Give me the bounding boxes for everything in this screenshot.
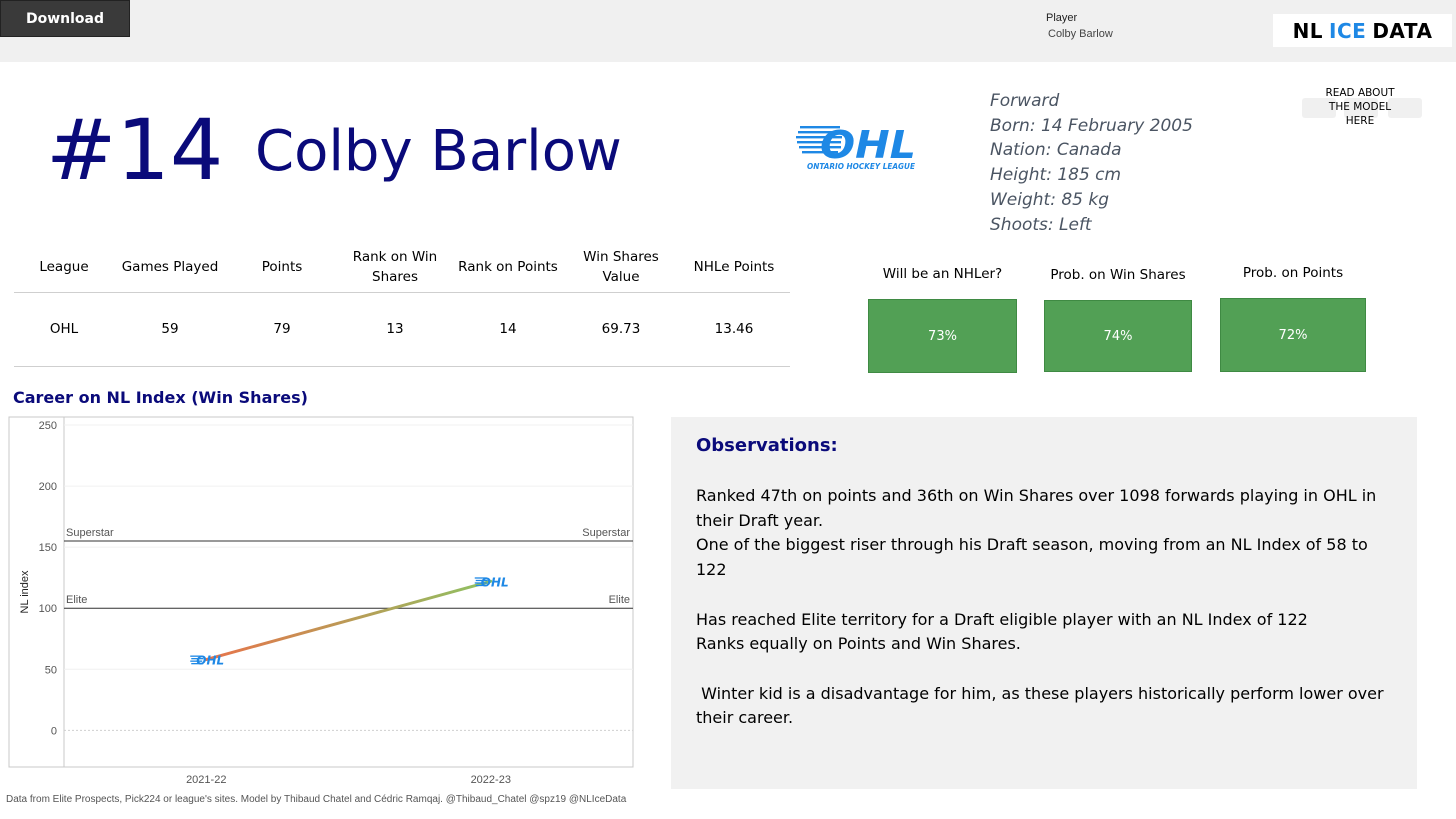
bio-born: Born: 14 February 2005 — [990, 115, 1193, 136]
ohl-logo-caption: ONTARIO HOCKEY LEAGUE — [807, 162, 916, 171]
download-button[interactable]: Download — [0, 0, 130, 37]
cell-nhle-points: 13.46 — [678, 292, 790, 367]
read-model-link[interactable]: READ ABOUT THE MODEL HERE — [1296, 66, 1424, 144]
observation-text: Winter kid is a disadvantage for him, as… — [696, 683, 1389, 728]
y-tick-label: 100 — [39, 603, 57, 615]
ghost-tab — [1302, 98, 1336, 118]
footer-credits: Data from Elite Prospects, Pick224 or le… — [6, 794, 627, 805]
reference-label: Superstar — [66, 527, 114, 539]
brand-logo: NL ICE DATA — [1273, 14, 1452, 47]
bio-height: Height: 185 cm — [990, 165, 1122, 186]
player-filter-dropdown[interactable]: Colby Barlow — [1048, 28, 1113, 40]
player-name: Colby Barlow — [255, 119, 622, 184]
prob-label-points: Prob. on Points — [1242, 265, 1344, 281]
brand-right: DATA — [1372, 18, 1433, 43]
y-tick-label: 50 — [45, 664, 57, 676]
marker-stripe — [190, 655, 203, 657]
marker-label: OHL — [481, 575, 509, 589]
ghost-tab — [1344, 98, 1378, 118]
y-tick-label: 250 — [39, 420, 57, 432]
read-model-line: THE MODEL — [1328, 101, 1392, 113]
reference-label: Elite — [66, 594, 87, 606]
cell-league: OHL — [14, 292, 114, 367]
read-model-line: HERE — [1345, 115, 1375, 127]
observations-title: Observations: — [696, 435, 838, 456]
player-bio: Forward Born: 14 February 2005 Nation: C… — [990, 89, 1193, 237]
read-model-line: READ ABOUT — [1325, 87, 1395, 99]
ghost-tab — [1388, 98, 1422, 118]
ohl-league-logo: OHL ONTARIO HOCKEY LEAGUE — [796, 123, 916, 171]
nl-index-chart: NL index 0 50 100 150 200 250 Superstar Superst… — [8, 416, 634, 786]
marker-stripe — [191, 663, 204, 665]
stats-header-row: League Games Played Points Rank on Win S… — [14, 242, 790, 293]
table-row: OHL 59 79 13 14 69.73 13.46 — [14, 292, 790, 367]
bio-nation: Nation: Canada — [990, 140, 1122, 161]
stats-table: League Games Played Points Rank on Win S… — [14, 242, 790, 367]
cell-rank-points: 14 — [452, 292, 564, 367]
cell-points: 79 — [226, 292, 338, 367]
observation-text: One of the biggest riser through his Dra… — [696, 535, 1368, 580]
bio-shoots: Shoots: Left — [990, 214, 1092, 235]
col-header-points: Points — [226, 242, 338, 293]
read-model-label[interactable]: READ ABOUT THE MODEL HERE — [1296, 86, 1424, 128]
data-point-marker: OHL — [474, 575, 509, 589]
series-line — [204, 579, 493, 662]
col-header-games-played: Games Played — [114, 242, 226, 293]
marker-stripe — [474, 577, 487, 579]
marker-stripe — [475, 579, 488, 582]
prob-box-nhler: 73% — [868, 299, 1017, 373]
prob-label-nhler: Will be an NHLer? — [882, 266, 1003, 282]
col-header-rank-points: Rank on Points — [452, 242, 564, 293]
x-tick-label: 2022-23 — [471, 774, 511, 786]
marker-label: OHL — [196, 654, 224, 668]
y-tick-label: 200 — [39, 481, 57, 493]
y-tick-label: 150 — [39, 542, 57, 554]
marker-stripe — [474, 582, 487, 584]
observations-body: Ranked 47th on points and 36th on Win Sh… — [696, 484, 1401, 731]
reference-label: Superstar — [582, 527, 630, 539]
col-header-nhle-points: NHLe Points — [678, 242, 790, 293]
observation-text: Has reached Elite territory for a Draft … — [696, 609, 1308, 629]
ohl-logo-letters: OHL — [820, 123, 916, 167]
top-bar: Download Player Colby Barlow NL ICE DATA — [0, 0, 1456, 62]
prob-box-points: 72% — [1220, 298, 1366, 372]
spacer — [696, 583, 1401, 608]
bio-weight: Weight: 85 kg — [990, 189, 1110, 210]
brand-left: NL — [1292, 18, 1324, 43]
observations-panel: Observations: Ranked 47th on points and … — [671, 417, 1417, 789]
col-header-league: League — [14, 242, 114, 293]
marker-stripe — [191, 658, 204, 660]
spacer — [696, 657, 1401, 682]
cell-rank-win-shares: 13 — [338, 292, 452, 367]
bio-position: Forward — [990, 91, 1060, 111]
y-tick-label: 0 — [51, 725, 57, 737]
jersey-number: #14 — [46, 101, 224, 199]
prob-box-win-shares: 74% — [1044, 300, 1192, 372]
chart-plot-frame — [8, 416, 634, 768]
marker-stripe — [190, 660, 203, 662]
y-axis-label: NL index — [19, 570, 31, 614]
prob-label-win-shares: Prob. on Win Shares — [1050, 267, 1186, 283]
col-header-rank-win-shares: Rank on Win Shares — [338, 242, 452, 293]
observation-text: Ranks equally on Points and Win Shares. — [696, 634, 1021, 654]
player-filter-label: Player — [1046, 12, 1078, 24]
reference-label: Elite — [609, 594, 630, 606]
brand-accent: ICE — [1329, 18, 1367, 43]
x-tick-label: 2021-22 — [186, 774, 226, 786]
cell-win-shares-value: 69.73 — [564, 292, 678, 367]
data-point-marker: OHL — [190, 654, 224, 668]
cell-games-played: 59 — [114, 292, 226, 367]
observation-text: Ranked 47th on points and 36th on Win Sh… — [696, 486, 1377, 530]
marker-stripe — [475, 584, 488, 587]
col-header-win-shares-value: Win Shares Value — [564, 242, 678, 293]
chart-layer: 0 50 100 150 200 250 Superstar Superstar Elite El… — [39, 420, 633, 786]
chart-title: Career on NL Index (Win Shares) — [13, 388, 308, 407]
